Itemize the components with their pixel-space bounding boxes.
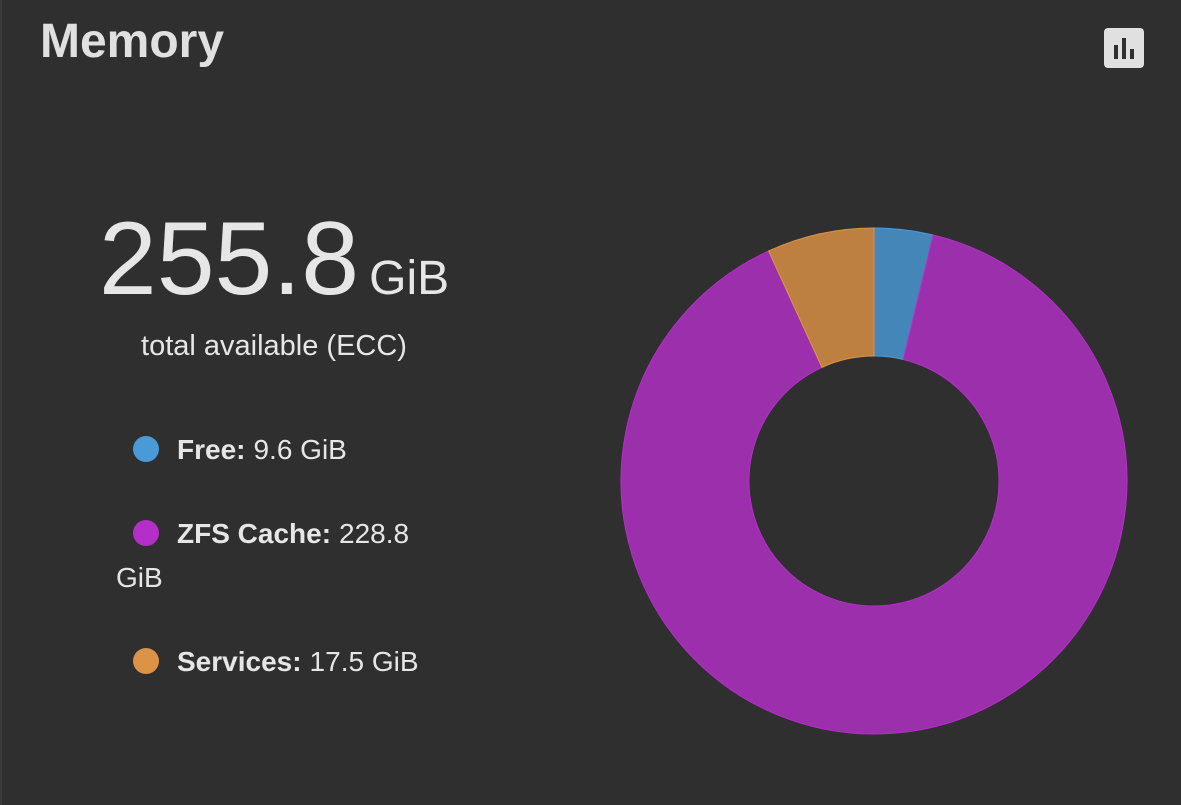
legend-value: 17.5 GiB <box>309 646 419 677</box>
legend-dot <box>133 520 159 546</box>
legend-item: Services: 17.5 GiB <box>116 640 456 684</box>
total-caption: total available (ECC) <box>141 330 407 362</box>
legend-dot <box>133 648 159 674</box>
legend: Free: 9.6 GiB ZFS Cache: 228.8 GiB Services:… <box>116 428 456 724</box>
legend-value: 228.8 GiB <box>116 518 410 593</box>
legend-dot <box>133 436 159 462</box>
widget-title: Memory <box>40 15 225 68</box>
legend-name: Services: <box>177 646 302 677</box>
donut-chart <box>620 227 1128 735</box>
legend-item: Free: 9.6 GiB <box>116 428 456 472</box>
donut-segment <box>767 227 875 369</box>
legend-item: ZFS Cache: 228.8 GiB <box>116 512 456 600</box>
total-unit: GiB <box>369 252 450 305</box>
legend-value: 9.6 GiB <box>253 434 347 465</box>
legend-name: Free: <box>177 434 246 465</box>
donut-segment <box>620 234 1128 735</box>
legend-name: ZFS Cache: <box>177 518 332 549</box>
total-value: 255.8 <box>98 201 360 317</box>
total-memory: 255.8 GiB <box>62 200 486 319</box>
chart-toggle-button[interactable] <box>1104 28 1144 68</box>
